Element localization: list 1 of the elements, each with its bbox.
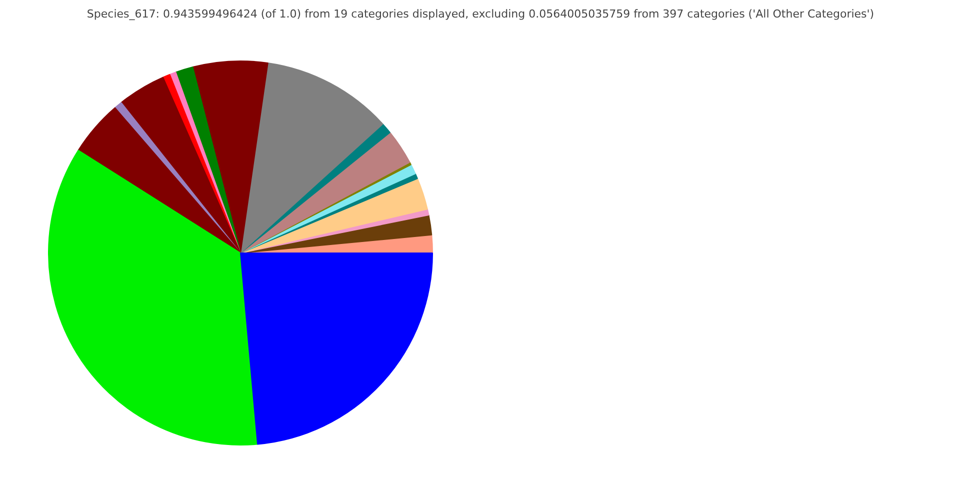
text: Species_617: 0.943599496424 (of 1.0) from 19 categories displayed, excluding 0.0564005035759 from 397 categories ('All Other Categories') — [86, 8, 874, 20]
